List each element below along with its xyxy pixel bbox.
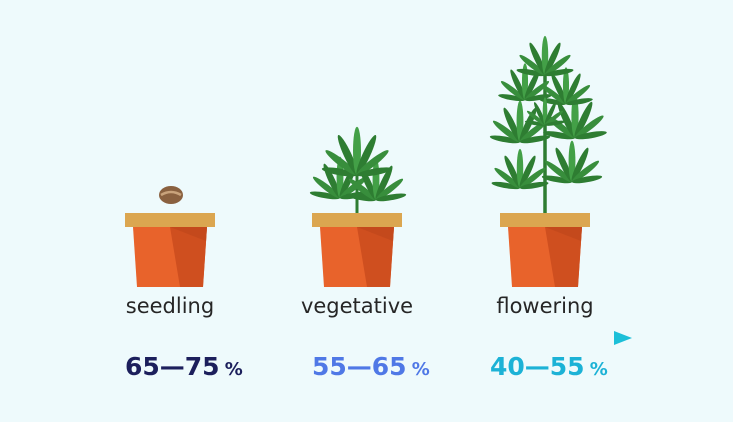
stage-label: flowering: [496, 294, 593, 318]
range-value: 55—65: [312, 352, 407, 381]
humidity-range: 65—75 %: [125, 352, 243, 381]
leaf: [321, 126, 393, 179]
stage-label: seedling: [126, 294, 214, 318]
pot: [125, 213, 215, 287]
seed: [159, 186, 183, 204]
leaf: [541, 140, 603, 185]
range-value: 40—55: [490, 352, 585, 381]
leaf: [491, 148, 549, 191]
stage-label: vegetative: [301, 294, 413, 318]
range-value: 65—75: [125, 352, 220, 381]
humidity-range: 55—65 %: [312, 352, 430, 381]
range-unit: %: [412, 359, 430, 380]
leaf: [516, 35, 574, 78]
pot: [312, 213, 402, 287]
range-unit: %: [225, 359, 243, 380]
humidity-range: 40—55 %: [490, 352, 608, 381]
range-unit: %: [590, 359, 608, 380]
pot: [500, 213, 590, 287]
seed-line: [160, 190, 182, 197]
arrow-head: [614, 331, 632, 345]
